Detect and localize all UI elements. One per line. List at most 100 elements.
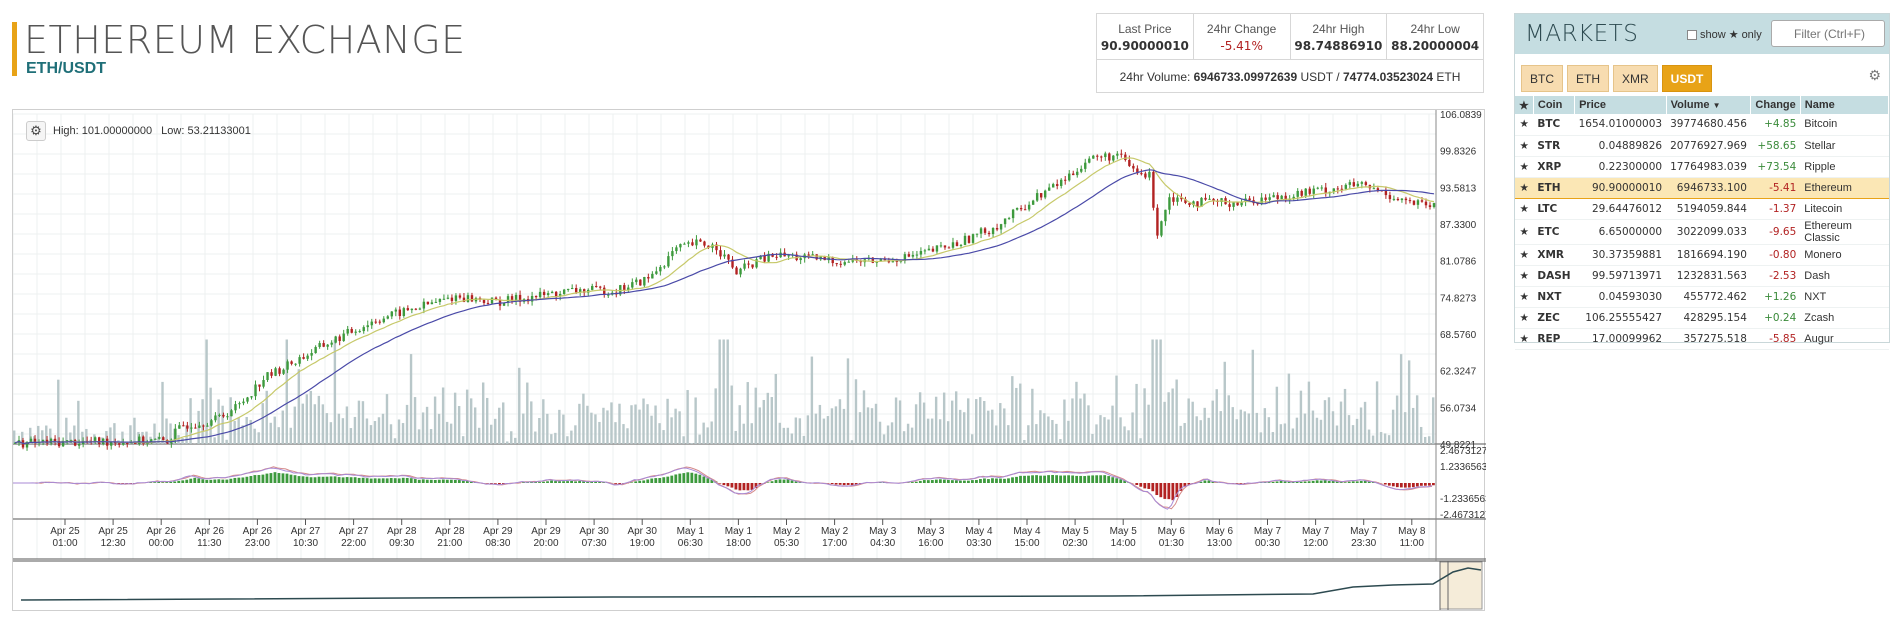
tab-eth[interactable]: ETH (1567, 65, 1609, 92)
candle-body (490, 297, 494, 304)
candle-body (562, 289, 566, 294)
macd-histogram-bar (1047, 475, 1050, 483)
time-axis-date: May 6 (1158, 526, 1186, 537)
macd-histogram-bar (934, 479, 938, 483)
macd-histogram-bar (1371, 481, 1375, 483)
column-header-change[interactable]: Change (1750, 96, 1801, 114)
macd-histogram-bar (702, 476, 706, 483)
market-row[interactable]: ★ REP 17.00099962 357275.518 -5.85 Augur (1515, 328, 1889, 350)
star-icon[interactable]: ★ (1515, 219, 1534, 245)
macd-histogram-bar (353, 477, 357, 483)
market-row[interactable]: ★ ETC 6.65000000 3022099.033 -9.65 Ethereum C… (1515, 219, 1889, 245)
volume-bar (1067, 420, 1070, 444)
price-chart-panel[interactable]: 106.0839 99.8326 93.5813 87.3300 81.0786 74.8… (12, 109, 1486, 612)
macd-histogram-bar (165, 482, 169, 483)
volume-bar (995, 425, 998, 444)
candle-body (659, 267, 662, 272)
star-icon[interactable]: ★ (1515, 114, 1534, 136)
star-icon[interactable]: ★ (1515, 286, 1534, 308)
price-chart[interactable]: 106.0839 99.8326 93.5813 87.3300 81.0786 74.8… (13, 110, 1486, 612)
macd-histogram-bar (265, 473, 269, 483)
candle-body (807, 254, 810, 256)
macd-histogram-bar (213, 479, 217, 483)
time-axis-date: May 4 (1013, 526, 1041, 537)
candle-body (330, 342, 333, 345)
macd-histogram-bar (614, 483, 618, 484)
column-header-name[interactable]: Name (1800, 96, 1890, 114)
stat-24hr-high: 24hr High 98.74886910 (1291, 14, 1388, 59)
volume-bar (297, 369, 301, 444)
market-coin: XRP (1533, 156, 1575, 178)
macd-histogram-bar (878, 482, 882, 483)
macd-histogram-bar (722, 483, 726, 486)
show-starred-only-toggle[interactable]: show ★ only (1687, 28, 1762, 41)
volume-bar (49, 428, 52, 444)
macd-histogram-bar (1079, 475, 1083, 483)
volume-bar (205, 339, 208, 444)
candle-body (122, 443, 125, 445)
show-only-checkbox[interactable] (1687, 29, 1697, 40)
column-header-volume[interactable]: Volume ▼ (1666, 96, 1752, 114)
macd-histogram-bar (245, 476, 249, 483)
star-icon[interactable]: ★ (1515, 198, 1534, 220)
star-icon[interactable]: ★ (1515, 156, 1534, 178)
market-row[interactable]: ★ NXT 0.04593030 455772.462 +1.26 NXT (1515, 286, 1889, 308)
candle-body (983, 228, 987, 233)
star-icon[interactable]: ★ (1515, 265, 1534, 287)
candle-body (506, 296, 510, 303)
market-row[interactable]: ★ STR 0.04889826 20776927.969 +58.65 Stellar (1515, 135, 1889, 157)
candle-body (1003, 218, 1007, 225)
volume-bar (1091, 433, 1094, 444)
market-row[interactable]: ★ XRP 0.22300000 17764983.039 +73.54 Ripple (1515, 156, 1889, 178)
tab-btc[interactable]: BTC (1521, 65, 1563, 92)
candle-body (446, 297, 450, 299)
star-icon[interactable]: ★ (1515, 135, 1534, 157)
volume-bar (1127, 430, 1130, 444)
tab-usdt[interactable]: USDT (1661, 65, 1713, 92)
market-row[interactable]: ★ BTC 1654.01000003 39774680.456 +4.85 Bitcoi… (1515, 114, 1889, 136)
volume-eth-unit: ETH (1436, 70, 1461, 84)
star-icon[interactable]: ★ (1515, 307, 1534, 329)
volume-bar (979, 397, 982, 444)
volume-bar (846, 358, 850, 444)
volume-bar (265, 390, 268, 444)
candle-body (1404, 198, 1408, 201)
volume-bar (1123, 426, 1126, 444)
macd-histogram-bar (850, 483, 854, 486)
candle-body (510, 296, 514, 302)
column-header-coin[interactable]: Coin (1533, 96, 1576, 114)
candle-body (995, 228, 999, 230)
macd-histogram-bar (273, 472, 277, 483)
star-column-header[interactable]: ★ (1515, 96, 1534, 114)
price-axis-label: 99.8326 (1440, 147, 1477, 158)
gear-icon[interactable]: ⚙ (1868, 67, 1881, 83)
market-row[interactable]: ★ XMR 30.37359881 1816694.190 -0.80 Monero (1515, 244, 1889, 266)
tab-xmr[interactable]: XMR (1613, 65, 1658, 92)
volume-bar (1403, 412, 1407, 444)
candle-body (1068, 173, 1071, 181)
star-icon[interactable]: ★ (1515, 328, 1534, 350)
macd-histogram-bar (1239, 483, 1243, 484)
macd-histogram-bar (1087, 475, 1091, 483)
star-icon[interactable]: ★ (1515, 176, 1534, 199)
chart-settings-button[interactable]: ⚙ (26, 121, 46, 141)
market-row[interactable]: ★ ETH 90.90000010 6946733.100 -5.41 Ethereum (1515, 176, 1889, 199)
volume-bar (1367, 429, 1371, 444)
market-coin: DASH (1533, 265, 1575, 287)
time-axis-time: 17:00 (822, 538, 847, 549)
candle-body (198, 425, 201, 428)
volume-bar (494, 418, 497, 444)
column-header-price[interactable]: Price (1574, 96, 1667, 114)
macd-histogram-bar (161, 482, 165, 483)
volume-bar (710, 421, 713, 444)
macd-histogram-bar (558, 481, 561, 483)
market-row[interactable]: ★ LTC 29.64476012 5194059.844 -1.37 Litecoin (1515, 198, 1889, 220)
market-row[interactable]: ★ ZEC 106.25555427 428295.154 +0.24 Zcash (1515, 307, 1889, 329)
volume-bar (1427, 436, 1431, 444)
markets-filter-input[interactable] (1771, 20, 1885, 47)
volume-bar (309, 390, 313, 444)
candle-body (438, 298, 442, 302)
star-icon[interactable]: ★ (1515, 244, 1534, 266)
volume-bar (1407, 360, 1411, 444)
market-row[interactable]: ★ DASH 99.59713971 1232831.563 -2.53 Dash (1515, 265, 1889, 287)
